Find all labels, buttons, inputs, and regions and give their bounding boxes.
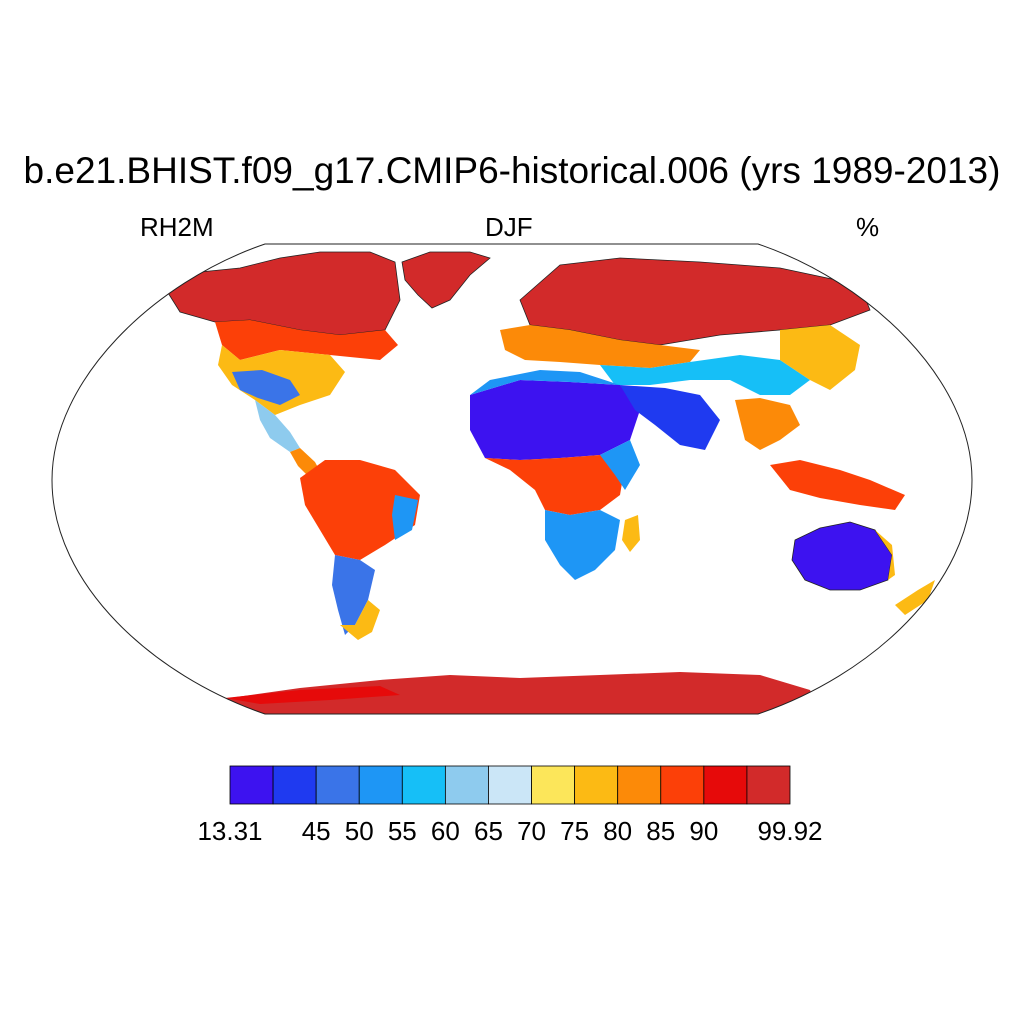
colorbar-label: 13.31 [197, 816, 262, 846]
colorbar-swatch [617, 765, 662, 805]
europe-mid [500, 325, 700, 368]
africa-south [545, 510, 620, 580]
new-zealand [895, 580, 935, 615]
south-america-north [300, 460, 420, 560]
colorbar-swatch [574, 765, 619, 805]
map-land-layer [164, 251, 935, 714]
colorbar-label: 90 [689, 816, 718, 846]
colorbar-label: 65 [474, 816, 503, 846]
colorbar-swatch [531, 765, 576, 805]
africa-central [485, 455, 625, 515]
colorbar-swatch [703, 765, 748, 805]
antarctica [210, 672, 820, 714]
season-label: DJF [485, 212, 533, 242]
south-america-east [392, 495, 418, 540]
map-border [51, 243, 973, 715]
mexico [255, 400, 300, 452]
indonesia [770, 460, 905, 510]
colorbar-swatch [315, 765, 360, 805]
colorbar-label: 50 [345, 816, 374, 846]
middle-east [620, 385, 720, 450]
south-america-south [332, 555, 375, 635]
colorbar-swatch [401, 765, 446, 805]
central-asia [600, 355, 810, 395]
south-america-tip [340, 600, 380, 640]
colorbar-label: 60 [431, 816, 460, 846]
east-asia [780, 325, 860, 390]
sahara [470, 380, 640, 460]
colorbar-label: 80 [603, 816, 632, 846]
australia-rim [875, 530, 895, 580]
colorbar-swatch [229, 765, 274, 805]
colorbar-label: 75 [560, 816, 589, 846]
north-africa-coast [470, 370, 620, 395]
north-america-interior [232, 370, 300, 405]
colorbar-label: 85 [646, 816, 675, 846]
variable-label: RH2M [140, 212, 214, 242]
antarctica-coast [225, 686, 400, 704]
colorbar-label: 45 [302, 816, 331, 846]
colorbar-label: 70 [517, 816, 546, 846]
colorbar-swatch [272, 765, 317, 805]
south-east-asia [735, 398, 800, 450]
colorbar-swatch [746, 765, 791, 805]
map-title: b.e21.BHIST.f09_g17.CMIP6-historical.006… [23, 150, 1001, 191]
colorbar-swatch [444, 765, 489, 805]
colorbar-label: 99.92 [757, 816, 822, 846]
colorbar-label: 55 [388, 816, 417, 846]
colorbar-swatch [660, 765, 705, 805]
madagascar [622, 515, 640, 552]
units-label: % [856, 212, 880, 242]
north-america-mid [215, 320, 398, 360]
africa-east [600, 440, 640, 490]
colorbar-swatch [358, 765, 403, 805]
greenland [401, 251, 491, 309]
colorbar-swatch [488, 765, 532, 805]
